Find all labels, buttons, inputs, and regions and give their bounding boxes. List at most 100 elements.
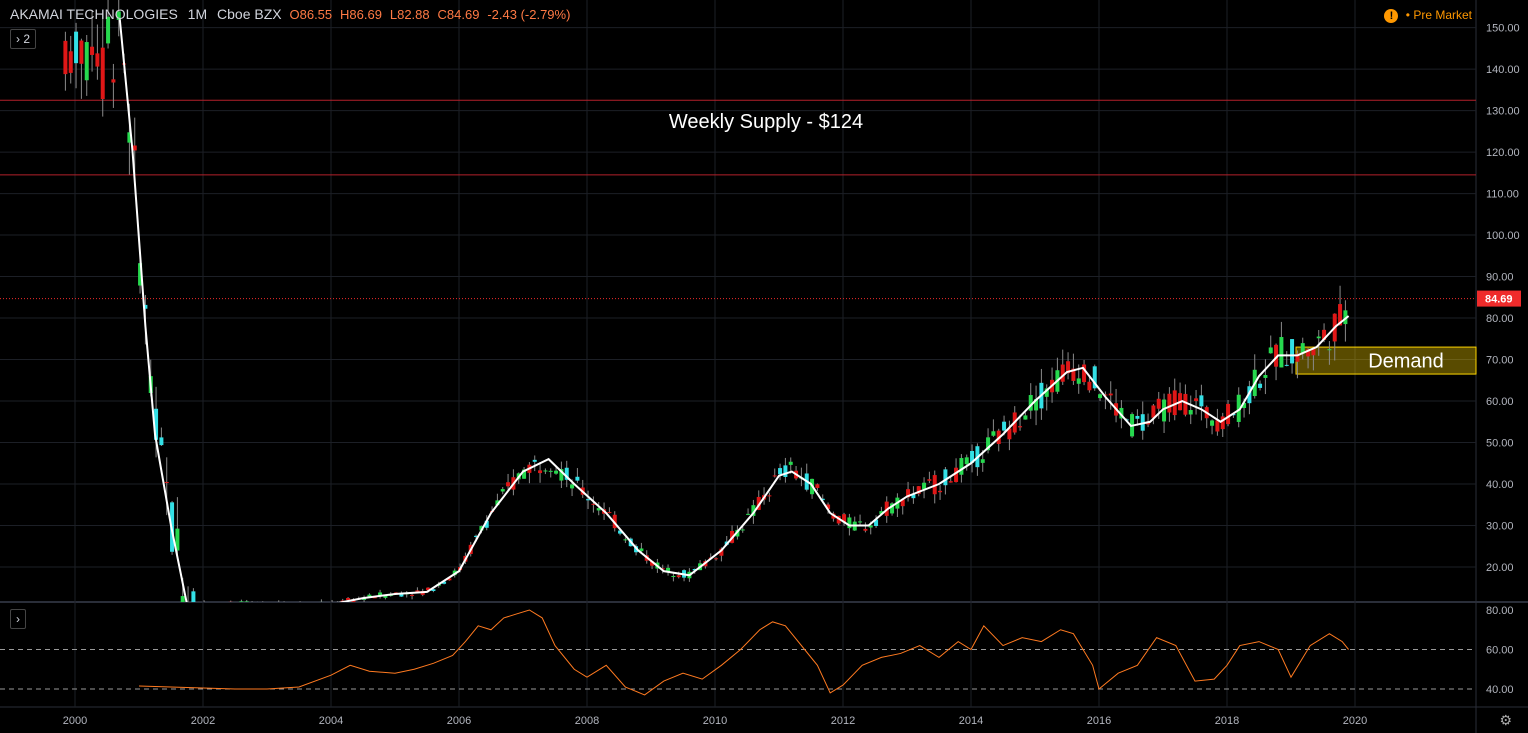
candle-body xyxy=(90,46,95,55)
last-price-label: 84.69 xyxy=(1485,294,1513,306)
candle-body xyxy=(826,504,831,510)
candle-body xyxy=(740,529,745,531)
candle-body xyxy=(479,526,484,531)
candle-body xyxy=(676,575,681,578)
candle-body xyxy=(1007,428,1012,440)
candle-body xyxy=(815,484,820,488)
candle-body xyxy=(1327,349,1332,351)
candle-body xyxy=(692,569,697,571)
candle-body xyxy=(783,465,788,477)
candle-body xyxy=(1279,337,1284,368)
candle-body xyxy=(1060,364,1065,382)
candle-body xyxy=(138,263,143,286)
candle-body xyxy=(1119,407,1124,419)
candle-body xyxy=(842,514,847,523)
candle-body xyxy=(575,476,580,481)
candle-body xyxy=(74,31,79,64)
candle-body xyxy=(548,470,553,472)
candle-body xyxy=(1220,416,1225,430)
candle-body xyxy=(1343,310,1348,325)
candle-body xyxy=(399,593,404,597)
candle-body xyxy=(927,479,932,481)
candle-body xyxy=(426,587,431,591)
interval-label[interactable]: 1M xyxy=(187,6,208,22)
candle-body xyxy=(671,575,676,577)
candle-body xyxy=(367,594,372,598)
candle-body xyxy=(1199,395,1204,407)
demand-zone xyxy=(1295,346,1477,375)
indicator-count: 2 xyxy=(23,32,31,46)
candle-body xyxy=(666,567,671,573)
x-tick-label: 2018 xyxy=(1215,715,1239,727)
candle-body xyxy=(607,512,612,514)
x-tick-label: 2004 xyxy=(319,715,343,727)
candle-body xyxy=(228,601,233,602)
candle-body xyxy=(1194,398,1199,402)
candle-body xyxy=(911,494,916,499)
x-tick-label: 2008 xyxy=(575,715,599,727)
candle-body xyxy=(639,548,644,552)
x-tick-label: 2014 xyxy=(959,715,983,727)
y-tick-label: 20.00 xyxy=(1486,562,1514,574)
candle-body xyxy=(191,591,196,602)
candle-body xyxy=(106,16,111,44)
candle-body xyxy=(1300,343,1305,354)
pre-market-indicator[interactable]: ! • Pre Market xyxy=(1384,8,1472,23)
candle-body xyxy=(1172,390,1177,416)
candle-body xyxy=(532,459,537,462)
candle-body xyxy=(79,40,84,64)
candle-body xyxy=(484,520,489,528)
candle-body xyxy=(756,496,761,510)
candle-body xyxy=(772,475,777,477)
candle-body xyxy=(1071,368,1076,381)
candle-body xyxy=(175,528,180,551)
candle-body xyxy=(922,482,927,490)
x-tick-label: 2000 xyxy=(63,715,87,727)
chevron-right-icon: › xyxy=(16,32,20,46)
candle-body xyxy=(778,468,783,475)
candle-body xyxy=(980,459,985,463)
candle-body xyxy=(847,517,852,529)
candle-body xyxy=(154,408,159,440)
candle-body xyxy=(522,469,527,479)
candle-body xyxy=(500,489,505,492)
y-tick-label: 120.00 xyxy=(1486,147,1520,159)
settings-gear-icon[interactable]: ⚙ xyxy=(1499,712,1512,728)
candle-body xyxy=(1242,402,1247,409)
candle-body xyxy=(959,458,964,475)
candle-body xyxy=(863,528,868,531)
candle-body xyxy=(239,601,244,602)
candle-body xyxy=(1135,415,1140,419)
y-tick-label: 150.00 xyxy=(1486,23,1520,35)
candle-body xyxy=(1215,420,1220,432)
main-pane-collapse-button[interactable]: › 2 xyxy=(10,29,37,49)
demand-label: Demand xyxy=(1368,351,1444,373)
candle-body xyxy=(660,568,665,570)
rsi-tick-label: 80.00 xyxy=(1486,605,1514,617)
rsi-tick-label: 60.00 xyxy=(1486,645,1514,657)
candle-body xyxy=(970,450,975,463)
y-tick-label: 140.00 xyxy=(1486,64,1520,76)
alert-icon: ! xyxy=(1384,9,1399,23)
candle-body xyxy=(474,535,479,537)
supply-label: Weekly Supply - $124 xyxy=(669,111,863,133)
candle-body xyxy=(879,511,884,515)
rsi-pane-collapse-button[interactable]: › xyxy=(10,609,26,629)
candle-body xyxy=(111,79,116,83)
candle-body xyxy=(164,481,169,483)
candle-body xyxy=(719,548,724,556)
candle-body xyxy=(447,578,452,581)
candle-body xyxy=(415,590,420,592)
candle-body xyxy=(442,581,447,584)
candle-body xyxy=(1162,399,1167,422)
candle-body xyxy=(180,596,185,602)
candle-body xyxy=(564,467,569,480)
candle-body xyxy=(650,561,655,566)
candle-body xyxy=(900,499,905,507)
candle-body xyxy=(1306,349,1311,357)
symbol-name[interactable]: AKAMAI TECHNOLOGIES xyxy=(10,6,178,22)
y-tick-label: 40.00 xyxy=(1486,479,1514,491)
candle-body xyxy=(1082,364,1087,383)
candle-body xyxy=(372,597,377,599)
